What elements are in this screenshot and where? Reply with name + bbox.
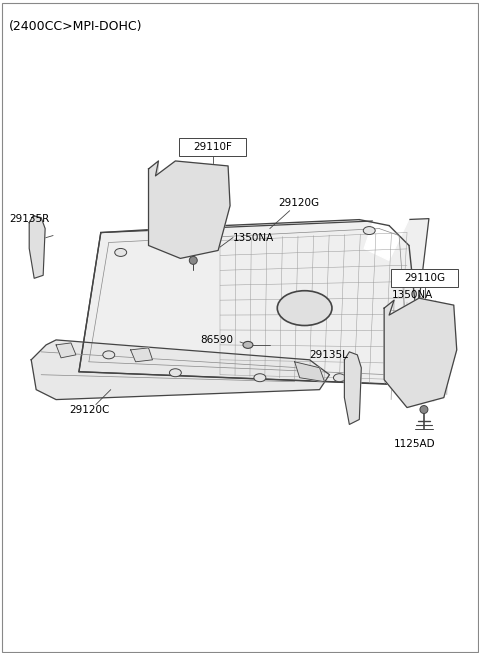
Polygon shape <box>295 362 324 382</box>
Ellipse shape <box>115 248 127 256</box>
Text: 1125AD: 1125AD <box>394 440 436 449</box>
Text: 1350NA: 1350NA <box>392 290 433 300</box>
Polygon shape <box>31 340 329 400</box>
Ellipse shape <box>254 374 266 382</box>
Text: 29110F: 29110F <box>194 142 233 152</box>
Polygon shape <box>79 219 429 384</box>
Polygon shape <box>131 348 153 362</box>
Ellipse shape <box>169 369 181 377</box>
Ellipse shape <box>243 341 253 348</box>
Text: 29120C: 29120C <box>69 405 109 415</box>
FancyBboxPatch shape <box>180 138 246 156</box>
Ellipse shape <box>277 291 332 326</box>
Text: 29110G: 29110G <box>404 273 445 283</box>
Text: 1350NA: 1350NA <box>233 233 274 242</box>
Ellipse shape <box>363 227 375 234</box>
Ellipse shape <box>388 365 400 374</box>
Polygon shape <box>148 161 230 259</box>
Polygon shape <box>29 215 45 278</box>
Text: 29135L: 29135L <box>310 350 348 360</box>
Text: 29135R: 29135R <box>9 214 49 223</box>
Circle shape <box>420 405 428 413</box>
Ellipse shape <box>103 351 115 359</box>
FancyBboxPatch shape <box>391 269 458 288</box>
Polygon shape <box>56 343 76 358</box>
Polygon shape <box>384 298 457 407</box>
Text: 29120G: 29120G <box>278 198 319 208</box>
Circle shape <box>189 256 197 265</box>
Text: 86590: 86590 <box>200 335 233 345</box>
Ellipse shape <box>334 374 346 382</box>
Text: (2400CC>MPI-DOHC): (2400CC>MPI-DOHC) <box>9 20 143 33</box>
Ellipse shape <box>189 238 201 246</box>
Polygon shape <box>344 352 361 424</box>
Polygon shape <box>364 219 409 261</box>
